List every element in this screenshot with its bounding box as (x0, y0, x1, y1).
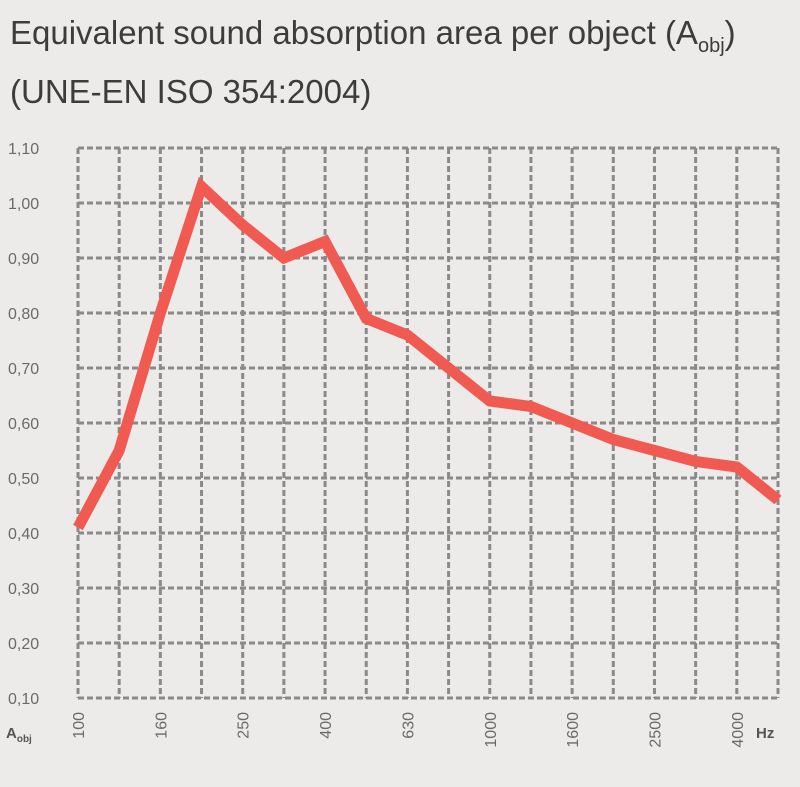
y-tick-label: 0,60 (8, 416, 39, 433)
x-tick-label: 400 (318, 712, 335, 739)
y-tick-label: 0,80 (8, 306, 39, 323)
title-text: Equivalent sound absorption area per obj… (10, 14, 698, 51)
y-axis-unit-main: A (6, 725, 17, 742)
y-tick-label: 0,90 (8, 251, 39, 268)
x-axis-ticks: 100 160 250 400 630 1000 1600 2500 4000 (71, 712, 747, 748)
title-close-paren: ) (724, 14, 736, 51)
y-tick-label: 0,20 (8, 636, 39, 653)
y-tick-label: 0,10 (8, 691, 39, 708)
y-tick-label: 0,70 (8, 361, 39, 378)
x-axis-unit-label: Hz (756, 725, 774, 742)
x-tick-label: 1600 (565, 712, 582, 748)
x-tick-label: 250 (236, 712, 253, 739)
series-line (73, 176, 782, 531)
x-tick-label: 1000 (483, 712, 500, 748)
x-tick-label: 160 (153, 712, 170, 739)
x-tick-label: 2500 (647, 712, 664, 748)
x-tick-label: 100 (71, 712, 88, 739)
chart-series (73, 176, 782, 531)
y-tick-label: 0,50 (8, 471, 39, 488)
chart-title: Equivalent sound absorption area per obj… (10, 10, 795, 114)
y-axis-ticks: 0,10 0,20 0,30 0,40 0,50 0,60 0,70 0,80 0,90 1,00… (8, 141, 39, 708)
chart-subtitle: (UNE-EN ISO 354:2004) (10, 73, 372, 110)
title-subscript: obj (697, 35, 725, 57)
chart-title-line-1: Equivalent sound absorption area per obj… (10, 10, 795, 69)
y-axis-unit-sub: obj (17, 734, 32, 745)
axis-units: Aobj Hz (6, 725, 774, 745)
x-tick-label: 4000 (730, 712, 747, 748)
y-axis-unit-label: Aobj (6, 725, 32, 745)
y-tick-label: 0,30 (8, 581, 39, 598)
y-tick-label: 0,40 (8, 526, 39, 543)
y-tick-label: 1,00 (8, 196, 39, 213)
y-tick-label: 1,10 (8, 141, 39, 158)
x-tick-label: 630 (400, 712, 417, 739)
